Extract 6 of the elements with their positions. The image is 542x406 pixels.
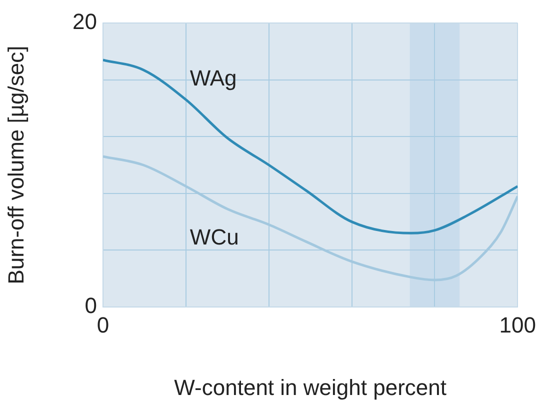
x-axis-title: W-content in weight percent (174, 374, 446, 400)
series-label: WCu (190, 224, 239, 250)
y-tick-label: 20 (72, 9, 97, 34)
x-tick-label: 100 (499, 312, 536, 338)
series-label: WAg (190, 66, 237, 91)
y-axis-title: Burn-off volume [µg/sec] (3, 46, 28, 284)
